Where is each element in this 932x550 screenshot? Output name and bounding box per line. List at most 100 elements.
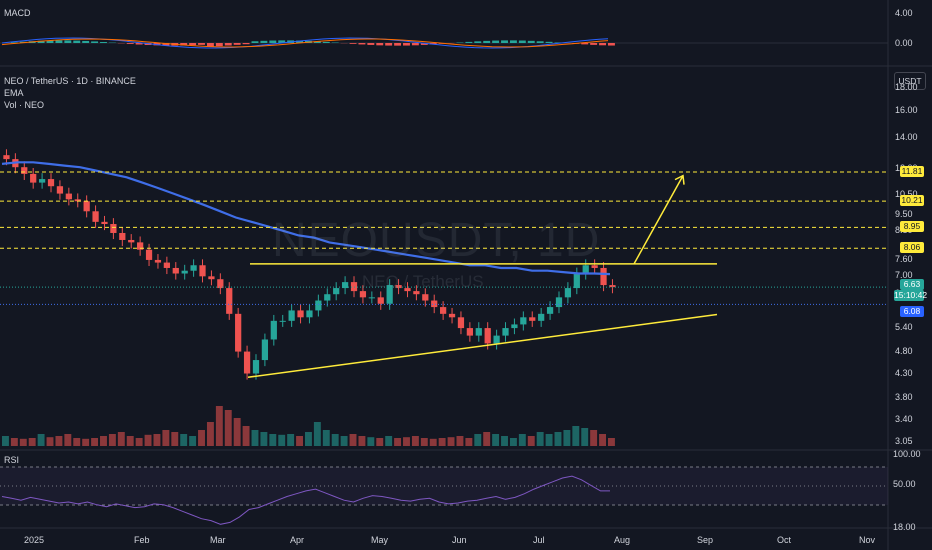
macd-histogram-bar bbox=[242, 43, 250, 45]
volume-bar bbox=[260, 432, 268, 446]
macd-histogram-bar bbox=[296, 40, 303, 43]
volume-bar bbox=[153, 434, 161, 446]
candle bbox=[333, 288, 340, 295]
price-tick-label: 4.80 bbox=[895, 345, 913, 356]
macd-histogram-bar bbox=[420, 43, 428, 45]
price-tick-label: 3.80 bbox=[895, 392, 913, 403]
level-price-tag: 11.81 bbox=[900, 166, 924, 178]
volume-bar bbox=[108, 434, 116, 446]
macd-histogram-bar bbox=[198, 43, 205, 45]
candle bbox=[520, 317, 527, 325]
volume-bar bbox=[608, 438, 615, 446]
macd-histogram-bar bbox=[358, 43, 366, 45]
macd-histogram-bar bbox=[429, 43, 437, 45]
candle bbox=[457, 317, 465, 329]
candle bbox=[288, 310, 295, 321]
rsi-line bbox=[1, 475, 610, 525]
volume-bar bbox=[162, 430, 170, 446]
macd-histogram-bar bbox=[189, 43, 197, 46]
support-trendline bbox=[247, 313, 718, 378]
rsi-tick-label: 100.00 bbox=[893, 449, 921, 459]
candle bbox=[297, 310, 304, 318]
macd-histogram-bar bbox=[37, 40, 45, 43]
macd-histogram-bar bbox=[536, 41, 544, 43]
candle bbox=[440, 307, 447, 314]
candle bbox=[47, 179, 55, 187]
volume-bar bbox=[82, 438, 90, 446]
candle bbox=[154, 259, 162, 263]
volume-bar bbox=[189, 436, 197, 446]
candle bbox=[422, 294, 429, 301]
volume-bar bbox=[518, 434, 526, 446]
volume-legend[interactable]: Vol · NEO bbox=[4, 100, 45, 110]
macd-histogram-bar bbox=[55, 40, 63, 43]
macd-histogram-bar bbox=[403, 43, 410, 46]
candle bbox=[128, 239, 135, 243]
macd-histogram-bar bbox=[465, 41, 473, 43]
candle bbox=[466, 328, 473, 336]
rsi-tick-label: 18.00 bbox=[893, 522, 916, 532]
price-tick-label: 7.00 bbox=[895, 270, 913, 281]
candle bbox=[163, 262, 170, 268]
volume-bar bbox=[215, 406, 223, 446]
volume-bar bbox=[385, 436, 393, 446]
price-tick-label: 18.00 bbox=[895, 82, 918, 92]
price-tick-label: 16.00 bbox=[895, 105, 918, 116]
price-tick-label: 10.50 bbox=[895, 189, 918, 199]
time-tick-label: Oct bbox=[777, 535, 792, 545]
price-tick-label: 7.60 bbox=[895, 253, 913, 264]
level-price-tag: 8.06 bbox=[900, 242, 924, 254]
macd-title: MACD bbox=[4, 8, 31, 18]
macd-histogram-bar bbox=[233, 43, 241, 45]
candle bbox=[341, 282, 349, 289]
macd-histogram-bar bbox=[590, 43, 598, 45]
candle bbox=[243, 351, 251, 374]
macd-histogram-bar bbox=[215, 43, 223, 47]
candle bbox=[529, 317, 536, 321]
volume-bar bbox=[2, 436, 9, 446]
volume-bar bbox=[509, 438, 517, 446]
candle bbox=[448, 313, 456, 318]
price-tick-label: 4.30 bbox=[895, 367, 913, 378]
currency-selector[interactable]: USDT bbox=[894, 72, 926, 90]
volume-bar bbox=[465, 438, 473, 446]
ema-price-tag: 6.08 bbox=[900, 306, 924, 318]
candle bbox=[56, 186, 64, 194]
macd-histogram-bar bbox=[349, 43, 357, 44]
volume-bar bbox=[331, 434, 339, 446]
volume-bar bbox=[554, 432, 562, 446]
candle bbox=[110, 224, 117, 233]
candle bbox=[546, 307, 554, 314]
candle bbox=[279, 320, 286, 322]
volume-bar bbox=[349, 434, 357, 446]
candle bbox=[582, 265, 589, 274]
macd-histogram-bar bbox=[411, 43, 419, 46]
volume-bar bbox=[55, 436, 63, 446]
volume-bar bbox=[117, 432, 125, 446]
volume-bar bbox=[91, 438, 99, 446]
volume-bar bbox=[46, 437, 54, 446]
volume-bar bbox=[501, 436, 508, 446]
candle bbox=[386, 285, 393, 304]
volume-bar bbox=[287, 434, 295, 446]
macd-tick-label: 4.00 bbox=[895, 8, 913, 18]
volume-bar bbox=[224, 410, 232, 446]
candle bbox=[555, 297, 563, 308]
candle bbox=[315, 300, 322, 311]
macd-histogram-bar bbox=[46, 40, 54, 43]
volume-bar bbox=[367, 437, 375, 446]
candle bbox=[137, 242, 144, 250]
volume-bar bbox=[10, 438, 18, 446]
volume-bar bbox=[73, 438, 81, 446]
volume-bar bbox=[394, 438, 402, 446]
symbol-title[interactable]: NEO / TetherUS · 1D · BINANCE bbox=[4, 76, 136, 86]
candle bbox=[226, 288, 233, 314]
volume-bar bbox=[563, 430, 571, 446]
price-tick-label: 3.40 bbox=[895, 414, 913, 425]
macd-histogram-bar bbox=[518, 40, 526, 43]
volume-bar bbox=[322, 430, 330, 446]
ema-legend[interactable]: EMA bbox=[4, 88, 24, 98]
volume-bar bbox=[64, 434, 72, 446]
macd-histogram-bar bbox=[581, 43, 589, 45]
